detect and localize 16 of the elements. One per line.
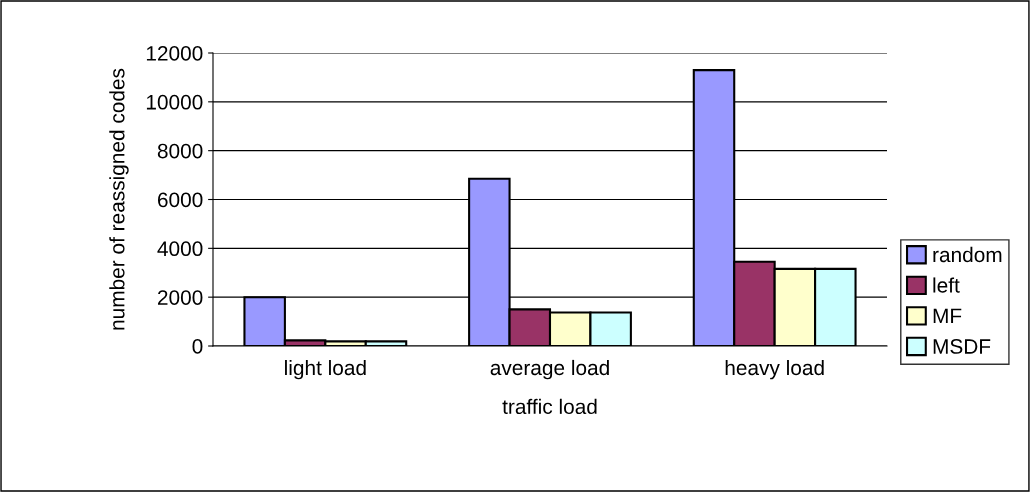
y-tick-label: 12000: [146, 46, 203, 61]
y-tick-label: 6000: [157, 192, 203, 208]
y-tick-label: 8000: [157, 143, 203, 159]
legend-label: random: [933, 246, 1002, 263]
legend-label: MSDF: [933, 339, 991, 354]
y-tick-label: 0: [192, 339, 203, 354]
x-axis-title: traffic load: [502, 398, 597, 415]
x-tick-label: average load: [490, 359, 609, 380]
legend-label: left: [933, 277, 960, 293]
x-tick-label: heavy load: [725, 359, 824, 380]
x-tick-label: light load: [285, 359, 366, 380]
legend-label: MF: [933, 308, 962, 324]
y-tick-label: 10000: [146, 94, 203, 110]
y-axis-title: number of reassigned codes: [109, 68, 129, 330]
y-tick-label: 2000: [157, 290, 203, 305]
y-tick-label: 4000: [157, 241, 203, 257]
